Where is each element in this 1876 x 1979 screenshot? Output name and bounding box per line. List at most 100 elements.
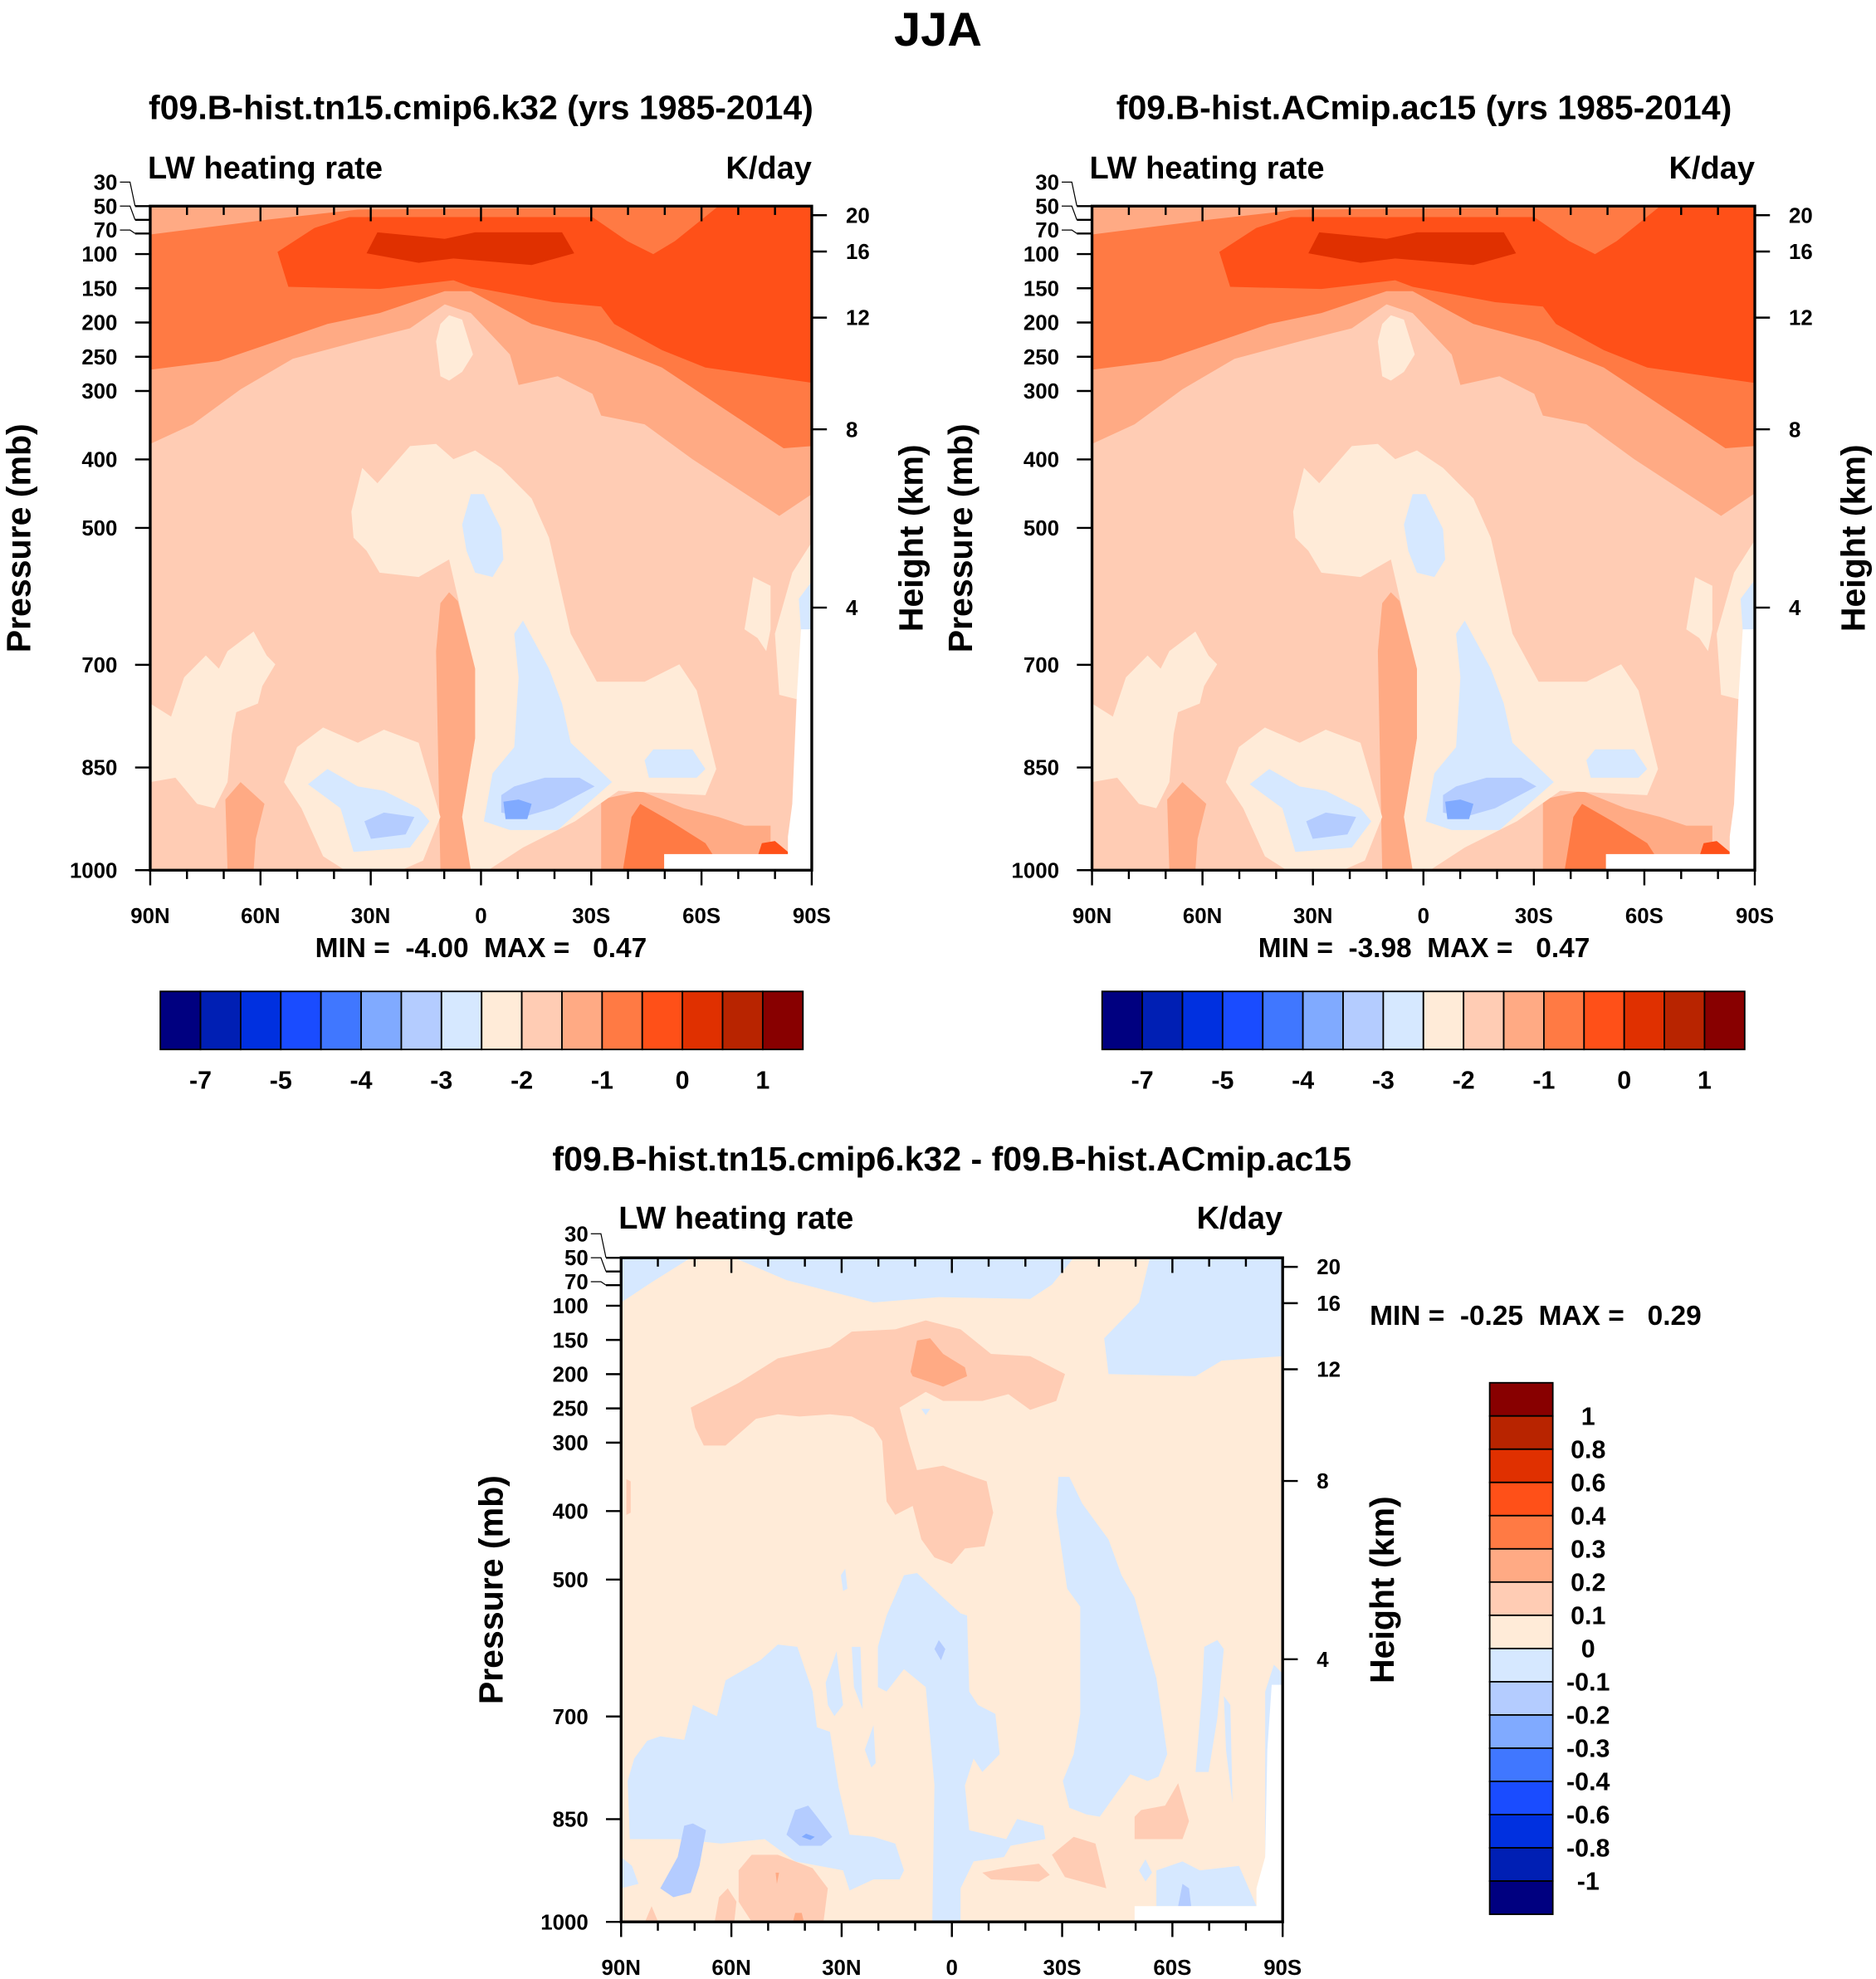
panel-2-y2label: Height (km) <box>1834 444 1872 632</box>
panel-2-title: f09.B-hist.ACmip.ac15 (yrs 1985-2014) <box>1116 88 1732 126</box>
colorbar-label: -4 <box>350 1066 373 1094</box>
y-tick-leader <box>1062 181 1077 207</box>
colorbar-label: -3 <box>430 1066 452 1094</box>
colorbar-box <box>1488 1714 1554 1749</box>
y2-tick-label: 20 <box>846 204 870 227</box>
y-tick-label: 250 <box>81 346 117 369</box>
panel-2-contour-field <box>1092 206 1754 871</box>
colorbar-label: -0.3 <box>1566 1735 1610 1763</box>
y2-tick-label: 16 <box>846 241 870 264</box>
y-tick-label: 30 <box>94 171 118 194</box>
x-tick-label: 90N <box>1072 905 1111 928</box>
colorbar-label: -0.8 <box>1566 1835 1610 1863</box>
colorbar-box <box>1181 990 1224 1051</box>
y-tick-leader <box>590 1281 607 1286</box>
colorbar-box <box>1488 1781 1554 1815</box>
colorbar-box <box>1488 1381 1554 1417</box>
panel-3-y2label: Height (km) <box>1363 1496 1401 1683</box>
y-tick-label: 250 <box>553 1398 589 1421</box>
y2-tick-label: 4 <box>1317 1649 1329 1672</box>
y-tick-label: 200 <box>553 1364 589 1387</box>
colorbar-label: 0.4 <box>1571 1502 1605 1530</box>
colorbar-label: -0.4 <box>1566 1768 1610 1796</box>
colorbar-label: 0 <box>1581 1635 1595 1664</box>
y-tick-label: 700 <box>1023 654 1059 677</box>
y2-tick-label: 8 <box>1789 418 1800 442</box>
colorbar-box <box>1488 1415 1554 1450</box>
colorbar-box <box>1302 990 1344 1051</box>
colorbar-box <box>721 990 764 1051</box>
panel-3-contour-field <box>621 1258 1283 1923</box>
panel-2-ylabel: Pressure (mb) <box>941 423 980 652</box>
colorbar-box <box>1488 1547 1554 1583</box>
colorbar-box <box>1488 1847 1554 1882</box>
panel-3-colorbar: 1 0.8 0.6 0.4 0.3 0.2 0.1 0 -0.1 -0.2 -0.3 -0.4 -0.6… <box>1488 1381 1610 1915</box>
colorbar-box <box>1488 1814 1554 1849</box>
x-tick-label: 60S <box>682 905 721 928</box>
panel-3-ylabel: Pressure (mb) <box>471 1475 510 1704</box>
colorbar-box <box>1221 990 1264 1051</box>
colorbar-box <box>1663 990 1706 1051</box>
colorbar-box <box>1488 1747 1554 1782</box>
y-tick-label: 50 <box>1035 195 1059 218</box>
x-tick-label: 30N <box>351 905 390 928</box>
colorbar-box <box>601 990 643 1051</box>
panel-3-units-label: K/day <box>1197 1201 1283 1236</box>
x-tick-label: 30S <box>572 905 610 928</box>
colorbar-box <box>1488 1448 1554 1483</box>
y-tick-label: 250 <box>1023 346 1059 369</box>
panel-3: f09.B-hist.tn15.cmip6.k32 - f09.B-hist.A… <box>471 1140 1702 1923</box>
colorbar-box <box>1488 1647 1554 1683</box>
x-tick-label: 60S <box>1153 1957 1191 1979</box>
colorbar-box <box>1488 1581 1554 1616</box>
colorbar-label: -0.1 <box>1566 1669 1610 1697</box>
y-tick-label: 1000 <box>70 859 117 882</box>
y-tick-label: 70 <box>564 1271 589 1294</box>
y-tick-label: 100 <box>553 1295 589 1318</box>
colorbar-box <box>641 990 684 1051</box>
panel-2-minmax: MIN = -3.98 MAX = 0.47 <box>1258 933 1590 964</box>
colorbar-box <box>1463 990 1505 1051</box>
colorbar-label: 0.3 <box>1571 1535 1605 1563</box>
y-tick-label: 400 <box>1023 449 1059 472</box>
y-tick-leader <box>590 1233 607 1258</box>
panel-2-colorbar: -7 -5 -4 -3 -2 -1 0 1 <box>1101 990 1746 1094</box>
x-tick-label: 60N <box>241 905 280 928</box>
colorbar-label: -2 <box>511 1066 533 1094</box>
colorbar-label: -1 <box>1532 1066 1555 1094</box>
y-tick-label: 850 <box>553 1809 589 1832</box>
y-tick-label: 150 <box>1023 277 1059 301</box>
colorbar-box <box>481 990 523 1051</box>
colorbar-box <box>1623 990 1665 1051</box>
colorbar-label: 0.2 <box>1571 1569 1605 1597</box>
colorbar-label: 1 <box>755 1066 769 1094</box>
y-tick-label: 400 <box>81 449 117 472</box>
y-tick-label: 150 <box>553 1329 589 1352</box>
y-tick-label: 300 <box>81 380 117 403</box>
colorbar-label: -1 <box>1577 1868 1600 1896</box>
colorbar-box <box>1583 990 1625 1051</box>
x-tick-label: 60N <box>711 1957 750 1979</box>
y-tick-label: 1000 <box>540 1911 589 1934</box>
y-tick-label: 30 <box>564 1223 589 1246</box>
x-tick-label: 90S <box>793 905 831 928</box>
y-tick-leader <box>590 1257 607 1272</box>
x-tick-label: 0 <box>946 1957 958 1979</box>
colorbar-box <box>1488 1680 1554 1716</box>
panel-1-colorbar: -7 -5 -4 -3 -2 -1 0 1 <box>159 990 804 1094</box>
x-tick-label: 90S <box>1263 1957 1302 1979</box>
colorbar-label: -0.6 <box>1566 1801 1610 1830</box>
y-tick-leader <box>1062 205 1077 221</box>
y-tick-leader <box>1062 229 1077 234</box>
y-tick-label: 300 <box>553 1432 589 1455</box>
colorbar-box <box>1101 990 1144 1051</box>
y-tick-label: 700 <box>81 654 117 677</box>
colorbar-box <box>199 990 242 1051</box>
x-tick-label: 30S <box>1515 905 1553 928</box>
panel-2: f09.B-hist.ACmip.ac15 (yrs 1985-2014) LW… <box>941 88 1872 964</box>
panel-1-title: f09.B-hist.tn15.cmip6.k32 (yrs 1985-2014… <box>149 88 813 126</box>
y-tick-leader <box>120 205 136 221</box>
panel-2-variable-label: LW heating rate <box>1090 151 1325 186</box>
colorbar-box <box>1422 990 1465 1051</box>
x-tick-label: 0 <box>475 905 486 928</box>
